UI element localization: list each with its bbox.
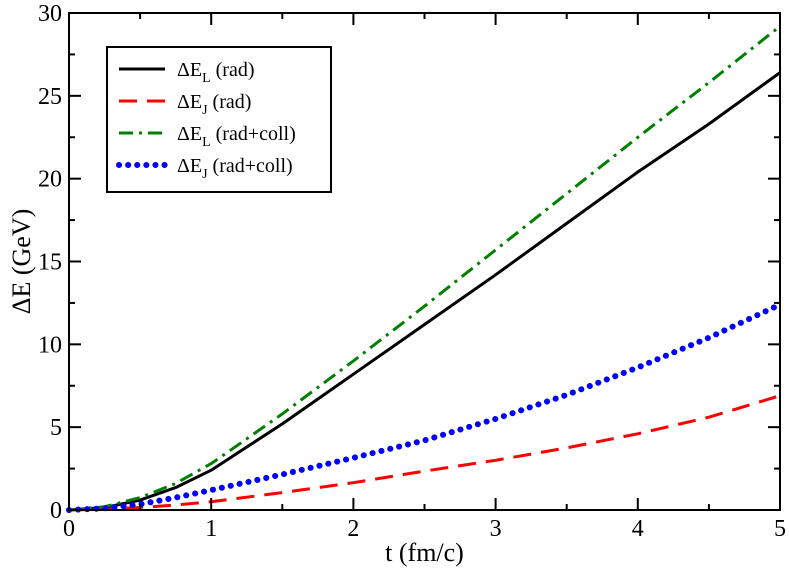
legend-suffix: (rad) xyxy=(208,91,252,113)
x-tick-label: 1 xyxy=(205,516,217,542)
y-tick-label: 10 xyxy=(38,332,62,358)
legend-base: ΔE xyxy=(177,59,202,81)
x-tick-label: 2 xyxy=(347,516,359,542)
y-axis-label: ΔE (GeV) xyxy=(7,209,36,315)
legend-suffix: (rad) xyxy=(211,59,255,81)
legend-base: ΔE xyxy=(177,123,202,145)
legend-subscript: J xyxy=(202,103,208,118)
legend-subscript: L xyxy=(202,71,211,86)
legend-entry-0: ΔEL (rad) xyxy=(177,59,255,86)
legend-subscript: L xyxy=(202,135,211,150)
series-line-0 xyxy=(68,71,781,512)
series-line-2 xyxy=(68,25,781,512)
legend-entry-3: ΔEJ (rad+coll) xyxy=(177,155,293,182)
legend-suffix: (rad+coll) xyxy=(211,123,296,145)
legend-base: ΔE xyxy=(177,155,202,177)
y-tick-label: 15 xyxy=(38,250,62,276)
legend-box xyxy=(106,46,332,193)
y-tick-label: 0 xyxy=(50,498,62,524)
x-axis-label: t (fm/c) xyxy=(385,538,464,567)
y-tick-label: 5 xyxy=(50,415,62,441)
x-tick-label: 0 xyxy=(63,516,75,542)
legend-entry-2: ΔEL (rad+coll) xyxy=(177,123,296,150)
series-line-1 xyxy=(68,394,781,512)
y-tick-label: 30 xyxy=(38,1,62,27)
legend-subscript: J xyxy=(202,167,208,182)
x-tick-label: 4 xyxy=(632,516,644,542)
axis-ticks: 0 1 2 3 4 5 0 5 10 15 20 25 30 xyxy=(38,1,786,542)
x-tick-label: 5 xyxy=(774,516,786,542)
y-tick-label: 20 xyxy=(38,167,62,193)
series-line-3 xyxy=(66,301,783,513)
legend-base: ΔE xyxy=(177,91,202,113)
y-tick-label: 25 xyxy=(38,84,62,110)
x-tick-label: 3 xyxy=(490,516,502,542)
legend-entry-1: ΔEJ (rad) xyxy=(177,91,251,118)
legend: ΔEL (rad)ΔEJ (rad)ΔEL (rad+coll)ΔEJ (rad… xyxy=(106,46,332,193)
legend-suffix: (rad+coll) xyxy=(208,155,293,177)
